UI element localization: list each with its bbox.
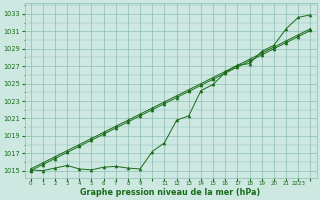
X-axis label: Graphe pression niveau de la mer (hPa): Graphe pression niveau de la mer (hPa) <box>80 188 261 197</box>
